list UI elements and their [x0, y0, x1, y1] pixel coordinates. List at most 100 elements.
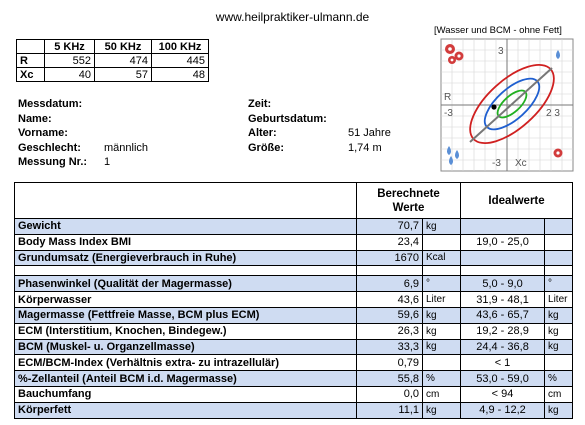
graph-title: [Wasser und BCM - ohne Fett]	[434, 25, 562, 36]
result-label: Magermasse (Fettfreie Masse, BCM plus EC…	[14, 306, 357, 324]
result-row: BCM (Muskel- u. Organzellmasse) 33,3 kg 24,…	[14, 338, 574, 356]
result-unit: kg	[421, 218, 462, 235]
result-row: Grundumsatz (Energieverbrauch in Ruhe) 16…	[14, 249, 574, 267]
result-value: 0,0	[356, 385, 423, 403]
result-label: Phasenwinkel (Qualität der Magermasse)	[14, 275, 357, 293]
result-row: Body Mass Index BMI 23,4 19,0 - 25,0	[14, 233, 574, 251]
graph-label-r-axis: R	[444, 92, 451, 103]
result-row: Phasenwinkel (Qualität der Magermasse) 6,…	[14, 275, 574, 293]
result-unit: kg	[421, 322, 462, 340]
result-ideal-range: 19,0 - 25,0	[460, 233, 546, 251]
field-value: männlich	[104, 141, 149, 154]
field-label: Messung Nr.:	[18, 156, 88, 169]
result-ideal-unit	[544, 218, 574, 235]
graph-label-left: -3	[444, 108, 453, 119]
patient-info-left: Messdatum: Name: Vorname: Geschlecht: män…	[18, 97, 148, 170]
result-value: 6,9	[356, 275, 423, 293]
result-row: ECM/BCM-Index (Verhältnis extra- zu intr…	[14, 354, 574, 372]
patient-field: Vorname:	[18, 126, 148, 141]
results-table: Berechnete Werte Idealwerte Gewicht 70,7 k…	[14, 182, 574, 419]
result-value: 33,3	[356, 338, 423, 356]
frequency-header-50khz: 50 KHz	[94, 39, 152, 54]
water-drops-icon	[447, 146, 459, 165]
results-header-computed: Berechnete Werte	[355, 182, 462, 219]
result-ideal-unit	[544, 233, 574, 251]
result-unit	[421, 233, 462, 251]
frequency-cell: 40	[44, 67, 95, 82]
result-value: 23,4	[356, 233, 423, 251]
graph-diagonal	[469, 67, 553, 143]
result-ideal-unit	[544, 354, 574, 372]
frequency-row-r: R 552 474 445	[16, 53, 209, 68]
result-ideal-range: 5,0 - 9,0	[460, 275, 546, 293]
patient-field: Name:	[18, 112, 148, 127]
result-ideal-range: 24,4 - 36,8	[460, 338, 546, 356]
result-row: ECM (Interstitium, Knochen, Bindegew.) 26…	[14, 322, 574, 340]
field-value: 1	[104, 156, 111, 169]
frequency-cell: 445	[151, 53, 209, 68]
result-ideal-range: < 94	[460, 385, 546, 403]
red-cells-icon	[445, 44, 464, 64]
result-ideal-unit: kg	[544, 401, 574, 419]
graph-label-top: 3	[498, 46, 504, 57]
result-unit: kg	[421, 338, 462, 356]
field-value: 51 Jahre	[348, 127, 391, 140]
website-header: www.heilpraktiker-ulmann.de	[215, 10, 370, 24]
results-header-row: Berechnete Werte Idealwerte	[14, 182, 574, 219]
bia-vector-graph: 3 -3 R -3 2 3 Xc	[440, 38, 574, 172]
result-row: Gewicht 70,7 kg	[14, 218, 574, 235]
frequency-row-xc: Xc 40 57 48	[16, 67, 209, 82]
result-ideal-range: 43,6 - 65,7	[460, 306, 546, 324]
result-ideal-unit	[544, 249, 574, 267]
result-ideal-range: 19,2 - 28,9	[460, 322, 546, 340]
frequency-cell: 48	[151, 67, 209, 82]
result-unit: °	[421, 275, 462, 293]
graph-label-xc-axis: Xc	[515, 158, 527, 169]
result-ideal-range: 4,9 - 12,2	[460, 401, 546, 419]
result-value: 0,79	[356, 354, 423, 372]
result-unit: %	[421, 370, 462, 387]
field-label: Größe:	[248, 141, 285, 154]
results-header-blank	[14, 182, 357, 219]
frequency-row-label: R	[16, 53, 45, 68]
result-ideal-range: 53,0 - 59,0	[460, 370, 546, 387]
result-unit: kg	[421, 306, 462, 324]
result-label: Grundumsatz (Energieverbrauch in Ruhe)	[14, 249, 357, 267]
frequency-table: 5 KHz 50 KHz 100 KHz R 552 474 445 Xc 40…	[16, 39, 209, 82]
result-label: %-Zellanteil (Anteil BCM i.d. Magermasse…	[14, 370, 357, 387]
result-value: 59,6	[356, 306, 423, 324]
field-label: Messdatum:	[18, 98, 83, 110]
result-ideal-unit: cm	[544, 385, 574, 403]
result-ideal-unit: Liter	[544, 291, 574, 308]
result-ideal-unit: °	[544, 275, 574, 293]
result-value: 70,7	[356, 218, 423, 235]
field-label: Vorname:	[18, 127, 68, 140]
result-unit: kg	[421, 401, 462, 419]
field-value: 1,74 m	[348, 141, 382, 154]
result-value: 11,1	[356, 401, 423, 419]
result-value: 55,8	[356, 370, 423, 387]
spacer-row	[14, 265, 574, 277]
measurement-point	[491, 104, 497, 110]
result-row: Bauchumfang 0,0 cm < 94 cm	[14, 385, 574, 403]
result-unit: cm	[421, 385, 462, 403]
graph-label-right: 2 3	[546, 108, 560, 119]
result-unit	[421, 354, 462, 372]
result-unit: Kcal	[421, 249, 462, 267]
result-label: Körperfett	[14, 401, 357, 419]
frequency-cell: 474	[94, 53, 152, 68]
frequency-row-label: Xc	[16, 67, 45, 82]
field-label: Alter:	[248, 127, 277, 140]
frequency-header-5khz: 5 KHz	[44, 39, 95, 54]
patient-field: Größe: 1,74 m	[248, 141, 391, 156]
frequency-cell: 57	[94, 67, 152, 82]
result-value: 43,6	[356, 291, 423, 308]
result-label: Gewicht	[14, 218, 357, 235]
patient-field: Zeit:	[248, 97, 391, 112]
result-ideal-range	[460, 218, 546, 235]
patient-field: Geschlecht: männlich	[18, 141, 148, 156]
patient-info-right: Zeit: Geburtsdatum: Alter: 51 Jahre Größe…	[248, 97, 391, 155]
results-header-ideal: Idealwerte	[460, 182, 574, 219]
results-body: Berechnete Werte Idealwerte Gewicht 70,7 k…	[14, 182, 574, 419]
patient-field: Messdatum:	[18, 97, 148, 112]
